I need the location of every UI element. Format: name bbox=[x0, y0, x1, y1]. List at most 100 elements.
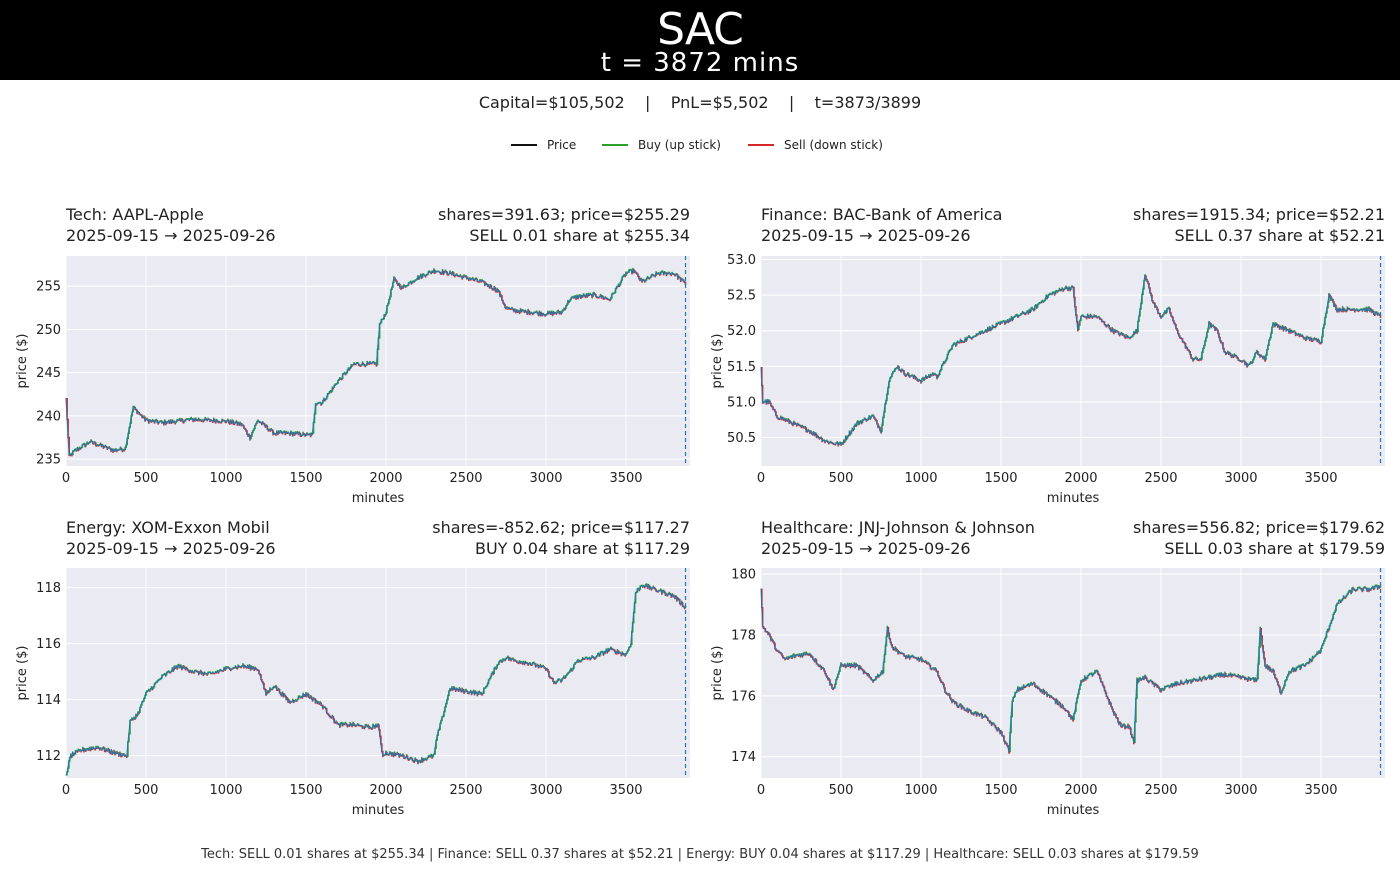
price-line bbox=[760, 585, 1381, 753]
panel-action: SELL 0.01 share at $255.34 bbox=[469, 226, 690, 245]
summary-separator: | bbox=[788, 93, 795, 112]
x-tick-label: 1500 bbox=[289, 471, 322, 486]
y-tick-label: 112 bbox=[36, 749, 61, 764]
x-tick-label: 3000 bbox=[1224, 471, 1257, 486]
price-line bbox=[65, 267, 687, 457]
x-tick-label: 2500 bbox=[449, 471, 482, 486]
x-tick-label: 0 bbox=[757, 783, 765, 798]
chart-panel-0: 0 500 1000 1500 2000 2500 3000 3500 235 240 245 250… bbox=[15, 256, 690, 506]
x-tick-label: 500 bbox=[134, 783, 159, 798]
panel-action: BUY 0.04 share at $117.29 bbox=[474, 539, 690, 558]
summary-line: Capital=$105,502 | PnL=$5,502 | t=3873/3… bbox=[0, 93, 1400, 112]
capital-value: Capital=$105,502 bbox=[478, 93, 625, 112]
x-tick-label: 500 bbox=[829, 471, 854, 486]
x-tick-label: 2500 bbox=[1144, 783, 1177, 798]
y-tick-label: 52.5 bbox=[727, 289, 756, 304]
agent-title: SAC bbox=[657, 4, 744, 55]
x-tick-label: 2000 bbox=[369, 471, 402, 486]
y-tick-label: 255 bbox=[36, 280, 61, 295]
y-tick-label: 174 bbox=[731, 750, 756, 765]
y-tick-label: 53.0 bbox=[727, 253, 756, 268]
panel-shares-price: shares=-852.62; price=$117.27 bbox=[432, 518, 690, 537]
panel-name: Tech: AAPL-Apple bbox=[66, 205, 204, 224]
legend-label-price: Price bbox=[547, 138, 577, 152]
panel-shares-price: shares=391.63; price=$255.29 bbox=[438, 205, 690, 224]
panel-date-range: 2025-09-15 → 2025-09-26 bbox=[66, 226, 276, 245]
panel-title-healthcare: Healthcare: JNJ-Johnson & Johnson 2025-0… bbox=[761, 517, 1035, 559]
price-line bbox=[760, 275, 1382, 447]
plot-area bbox=[66, 568, 690, 778]
x-axis-label: minutes bbox=[1047, 803, 1100, 818]
panel-status-healthcare: shares=556.82; price=$179.62 SELL 0.03 s… bbox=[1133, 517, 1385, 559]
panel-title-energy: Energy: XOM-Exxon Mobil 2025-09-15 → 202… bbox=[66, 517, 276, 559]
chart-panel-3: 0 500 1000 1500 2000 2500 3000 3500 174 176 178 180… bbox=[710, 568, 1385, 818]
x-tick-label: 3500 bbox=[609, 783, 642, 798]
x-tick-label: 1500 bbox=[984, 471, 1017, 486]
y-tick-label: 114 bbox=[36, 693, 61, 708]
x-axis-label: minutes bbox=[1047, 491, 1100, 506]
panel-name: Finance: BAC-Bank of America bbox=[761, 205, 1003, 224]
x-tick-label: 2000 bbox=[1064, 471, 1097, 486]
y-axis-label: price ($) bbox=[15, 334, 30, 389]
chart-panel-2: 0 500 1000 1500 2000 2500 3000 3500 112 114 116 118… bbox=[15, 568, 690, 818]
panel-shares-price: shares=556.82; price=$179.62 bbox=[1133, 518, 1385, 537]
legend: Price Buy (up stick) Sell (down stick) bbox=[0, 136, 1400, 154]
y-tick-label: 118 bbox=[36, 581, 61, 596]
x-tick-label: 3000 bbox=[529, 783, 562, 798]
y-tick-label: 176 bbox=[731, 689, 756, 704]
price-line bbox=[65, 583, 686, 776]
x-tick-label: 2500 bbox=[1144, 471, 1177, 486]
x-tick-label: 1500 bbox=[984, 783, 1017, 798]
x-tick-label: 2000 bbox=[369, 783, 402, 798]
y-tick-label: 240 bbox=[36, 409, 61, 424]
footer-actions: Tech: SELL 0.01 shares at $255.34 | Fina… bbox=[201, 847, 1199, 862]
panel-shares-price: shares=1915.34; price=$52.21 bbox=[1133, 205, 1385, 224]
y-tick-label: 51.0 bbox=[727, 395, 756, 410]
legend-swatch-price bbox=[511, 144, 537, 146]
legend-swatch-buy bbox=[602, 144, 628, 146]
x-tick-label: 3500 bbox=[1304, 783, 1337, 798]
panel-name: Energy: XOM-Exxon Mobil bbox=[66, 518, 270, 537]
panel-title-finance: Finance: BAC-Bank of America 2025-09-15 … bbox=[761, 204, 1002, 246]
x-tick-label: 1000 bbox=[209, 783, 242, 798]
y-tick-label: 245 bbox=[36, 366, 61, 381]
y-tick-label: 235 bbox=[36, 453, 61, 468]
x-axis-label: minutes bbox=[352, 803, 405, 818]
x-tick-label: 3500 bbox=[1304, 471, 1337, 486]
time-subtitle: t = 3872 mins bbox=[600, 48, 800, 78]
legend-swatch-sell bbox=[748, 144, 774, 146]
y-tick-label: 116 bbox=[36, 637, 61, 652]
panel-title-tech: Tech: AAPL-Apple 2025-09-15 → 2025-09-26 bbox=[66, 204, 276, 246]
x-tick-label: 1500 bbox=[289, 783, 322, 798]
x-tick-label: 500 bbox=[134, 471, 159, 486]
pnl-value: PnL=$5,502 bbox=[670, 93, 769, 112]
panel-status-tech: shares=391.63; price=$255.29 SELL 0.01 s… bbox=[438, 204, 690, 246]
chart-panel-1: 0 500 1000 1500 2000 2500 3000 3500 50.5 51.0 51.5… bbox=[710, 253, 1385, 506]
x-tick-label: 2500 bbox=[449, 783, 482, 798]
panel-action: SELL 0.03 share at $179.59 bbox=[1164, 539, 1385, 558]
panel-name: Healthcare: JNJ-Johnson & Johnson bbox=[761, 518, 1035, 537]
x-tick-label: 3000 bbox=[1224, 783, 1257, 798]
y-axis-label: price ($) bbox=[710, 334, 725, 389]
y-tick-label: 50.5 bbox=[727, 431, 756, 446]
y-tick-label: 51.5 bbox=[727, 360, 756, 375]
panel-date-range: 2025-09-15 → 2025-09-26 bbox=[66, 539, 276, 558]
summary-separator: | bbox=[645, 93, 651, 112]
x-tick-label: 500 bbox=[829, 783, 854, 798]
x-tick-label: 1000 bbox=[209, 471, 242, 486]
panel-date-range: 2025-09-15 → 2025-09-26 bbox=[761, 539, 971, 558]
x-axis-label: minutes bbox=[352, 491, 405, 506]
panel-action: SELL 0.37 share at $52.21 bbox=[1174, 226, 1385, 245]
y-tick-label: 180 bbox=[731, 568, 756, 583]
panel-status-finance: shares=1915.34; price=$52.21 SELL 0.37 s… bbox=[1133, 204, 1385, 246]
panel-status-energy: shares=-852.62; price=$117.27 BUY 0.04 s… bbox=[432, 517, 690, 559]
x-tick-label: 1000 bbox=[904, 783, 937, 798]
legend-label-buy: Buy (up stick) bbox=[638, 138, 721, 152]
legend-label-sell: Sell (down stick) bbox=[784, 138, 883, 152]
y-tick-label: 250 bbox=[36, 323, 61, 338]
x-tick-label: 0 bbox=[62, 783, 70, 798]
x-tick-label: 3000 bbox=[529, 471, 562, 486]
step-value: t=3873/3899 bbox=[814, 93, 922, 112]
x-tick-label: 3500 bbox=[609, 471, 642, 486]
